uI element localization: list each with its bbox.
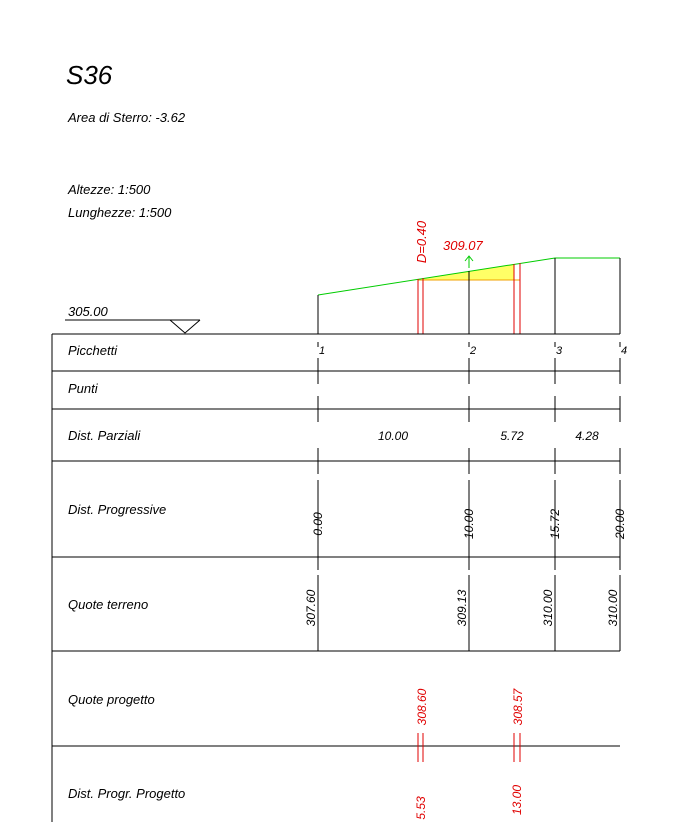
ground-elevation: 309.13	[455, 589, 469, 626]
row-label: Quote progetto	[68, 692, 155, 707]
partial-distance: 4.28	[575, 429, 599, 443]
elevation-arrow-head	[464, 255, 474, 262]
design-elevation: 308.60	[415, 688, 429, 725]
design-elevation: 308.57	[511, 687, 525, 725]
partial-distance: 5.72	[500, 429, 524, 443]
scale-heights: Altezze: 1:500	[67, 182, 151, 197]
offset-label: D=0.40	[414, 220, 429, 263]
row-label: Dist. Parziali	[68, 428, 141, 443]
station-label: 2	[469, 345, 476, 357]
progressive-distance: 15.72	[548, 509, 562, 539]
progressive-distance: 0.00	[311, 512, 325, 536]
row-label: Picchetti	[68, 343, 118, 358]
station-label: 4	[621, 345, 627, 357]
ground-elevation: 310.00	[541, 589, 555, 626]
progressive-distance: 20.00	[613, 509, 627, 540]
ground-elevation: 310.00	[606, 589, 620, 626]
row-label: Dist. Progr. Progetto	[68, 786, 185, 801]
station-label: 1	[319, 345, 325, 357]
station-label: 3	[556, 345, 563, 357]
design-progressive: 5.53	[414, 796, 428, 820]
elevation-label: 309.07	[443, 238, 484, 253]
progressive-distance: 10.00	[462, 509, 476, 539]
row-label: Dist. Progressive	[68, 502, 166, 517]
area-label: Area di Sterro: -3.62	[67, 110, 186, 125]
ground-elevation: 307.60	[304, 589, 318, 626]
reference-triangle	[169, 319, 201, 334]
row-label: Punti	[68, 381, 99, 396]
section-title: S36	[66, 60, 113, 90]
row-label: Quote terreno	[68, 597, 148, 612]
scale-lengths: Lunghezze: 1:500	[68, 205, 172, 220]
reference-elevation: 305.00	[68, 304, 109, 319]
design-progressive: 13.00	[510, 785, 524, 815]
partial-distance: 10.00	[378, 429, 408, 443]
